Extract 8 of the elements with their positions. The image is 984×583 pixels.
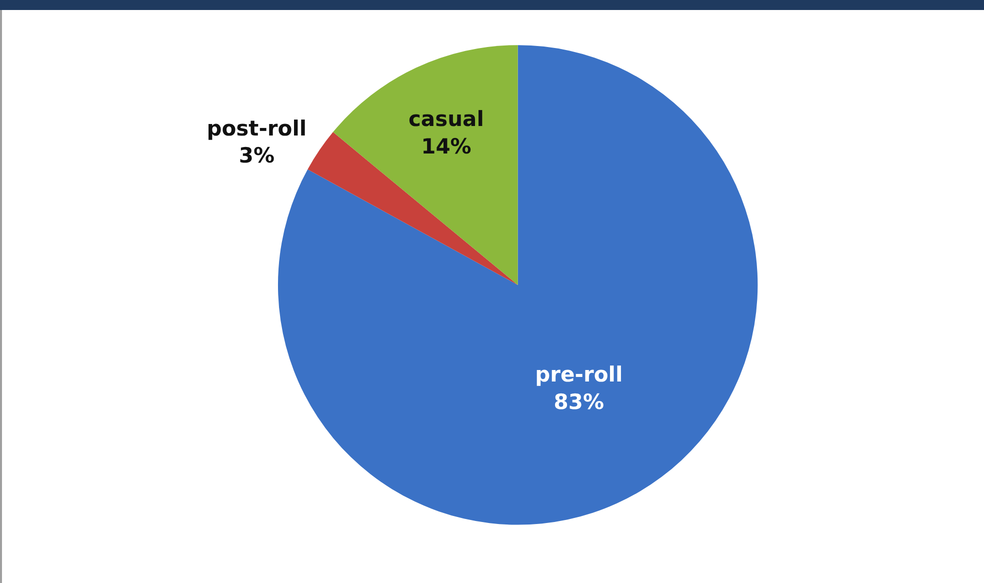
- pie-slice: [308, 132, 518, 285]
- data-label: 3%: [238, 144, 275, 168]
- slice-label: pre-roll: [535, 362, 623, 387]
- slice-label: casual: [408, 107, 484, 132]
- slice-label: post-roll: [206, 116, 307, 140]
- data-label: 14%: [421, 134, 472, 158]
- pie-slice: [333, 45, 518, 285]
- data-label: 83%: [554, 390, 604, 414]
